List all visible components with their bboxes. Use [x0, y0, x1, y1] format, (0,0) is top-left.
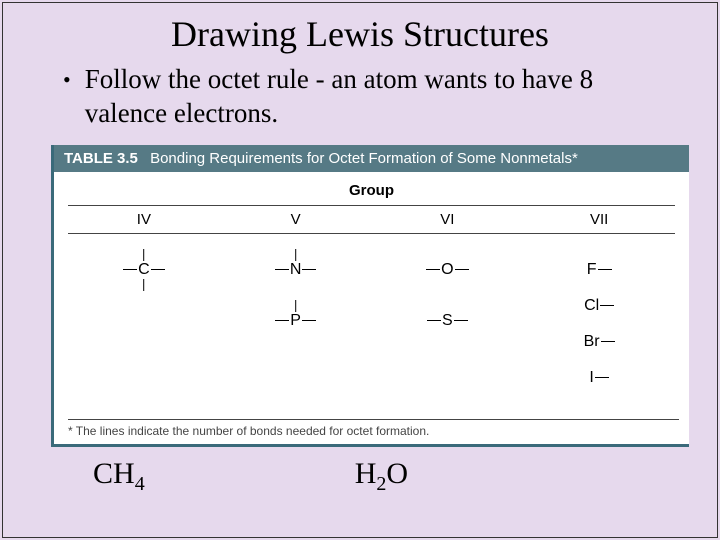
bond-icon — [275, 269, 289, 271]
atom-br: Br — [584, 333, 615, 351]
bond-icon — [275, 320, 289, 322]
atom-n: N — [275, 261, 317, 279]
slide: Drawing Lewis Structures • Follow the oc… — [2, 2, 718, 538]
bond-icon — [601, 341, 615, 343]
bond-icon — [123, 269, 137, 271]
bond-icon — [600, 305, 614, 307]
bond-icon — [143, 279, 145, 291]
col-vii: VII F Cl Br — [523, 205, 675, 396]
bond-icon — [151, 269, 165, 271]
atom-label: Cl — [584, 297, 599, 315]
atom-i: I — [589, 369, 608, 387]
atom-label: F — [587, 261, 597, 279]
table-footnote: * The lines indicate the number of bonds… — [68, 419, 679, 438]
col-header: IV — [68, 205, 220, 234]
table-header: TABLE 3.5 Bonding Requirements for Octet… — [54, 145, 689, 172]
atom-p: P — [275, 312, 316, 330]
bond-icon — [427, 320, 441, 322]
formula-sub: 2 — [376, 473, 386, 495]
atom-c: C — [123, 261, 165, 279]
bullet-text: Follow the octet rule - an atom wants to… — [85, 63, 667, 131]
col-header: VII — [523, 205, 675, 234]
bond-icon — [143, 249, 145, 261]
bond-icon — [302, 320, 316, 322]
bonding-table: TABLE 3.5 Bonding Requirements for Octet… — [51, 145, 689, 447]
atom-label: I — [589, 369, 593, 387]
bond-icon — [302, 269, 316, 271]
bond-icon — [295, 300, 297, 312]
table-title: Bonding Requirements for Octet Formation… — [150, 150, 578, 167]
atom-label: Br — [584, 333, 600, 351]
formula-main: O — [386, 457, 408, 490]
col-iv: IV C — [68, 205, 220, 396]
bond-icon — [295, 249, 297, 261]
bond-icon — [426, 269, 440, 271]
bond-icon — [598, 269, 612, 271]
atom-label: O — [441, 261, 453, 279]
examples-row: CH4 H2O — [3, 447, 717, 496]
atom-label: C — [138, 261, 150, 279]
bullet-dot-icon: • — [63, 63, 71, 131]
col-vi: VI O S — [372, 205, 524, 396]
atom-cl: Cl — [584, 297, 614, 315]
bullet-item: • Follow the octet rule - an atom wants … — [63, 63, 667, 131]
atom-label: P — [290, 312, 301, 330]
col-header: VI — [372, 205, 524, 234]
table-columns: IV C V N — [54, 205, 689, 396]
group-label: Group — [54, 182, 689, 199]
formula-main: CH — [93, 457, 135, 490]
formula-sub: 4 — [135, 473, 145, 495]
formula-main: H — [355, 457, 377, 490]
example-ch4: CH4 — [93, 457, 145, 496]
bond-icon — [454, 320, 468, 322]
col-v: V N P — [220, 205, 372, 396]
bullet-list: • Follow the octet rule - an atom wants … — [3, 63, 717, 131]
page-title: Drawing Lewis Structures — [3, 13, 717, 55]
atom-label: S — [442, 312, 453, 330]
atom-o: O — [426, 261, 468, 279]
col-header: V — [220, 205, 372, 234]
atom-label: N — [290, 261, 302, 279]
atom-s: S — [427, 312, 468, 330]
example-h2o: H2O — [355, 457, 408, 496]
bond-icon — [595, 377, 609, 379]
table-number: TABLE 3.5 — [64, 150, 138, 167]
atom-f: F — [587, 261, 612, 279]
bond-icon — [455, 269, 469, 271]
